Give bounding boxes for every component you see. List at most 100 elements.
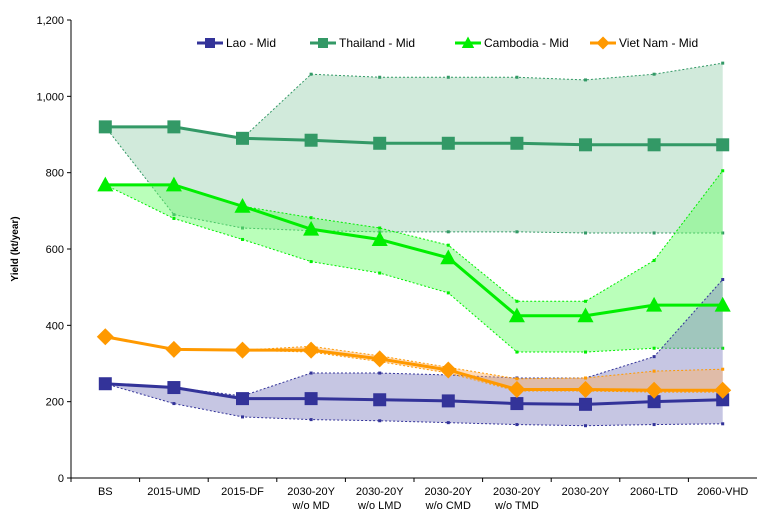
range-low-point <box>172 402 176 406</box>
range-low-point <box>652 231 656 235</box>
legend-item: Viet Nam - Mid <box>590 36 698 50</box>
range-low-point <box>309 260 313 264</box>
series-point <box>441 394 455 408</box>
range-high-point <box>446 75 450 79</box>
range-low-line <box>105 184 723 353</box>
legend-marker <box>318 38 328 48</box>
range-low-point <box>446 230 450 234</box>
series-point <box>510 397 524 411</box>
x-tick-label-line: 2060-VHD <box>697 486 748 498</box>
y-tick-label: 0 <box>58 473 64 485</box>
series-point <box>510 136 524 150</box>
legend-marker <box>205 38 215 48</box>
series-point <box>371 231 388 246</box>
range-low-point <box>241 415 244 419</box>
range-high-point <box>515 75 519 79</box>
legend-label: Cambodia - Mid <box>484 36 569 50</box>
range-high-point <box>309 371 313 375</box>
x-tick-label-line: 2060-LTD <box>630 486 678 498</box>
range-low-line <box>104 126 723 234</box>
series-line <box>105 125 723 147</box>
range-band <box>105 63 723 233</box>
series-point <box>441 136 455 150</box>
series-point <box>439 361 457 379</box>
range-high-point <box>378 75 382 79</box>
range-high-point <box>721 367 725 371</box>
range-low-point <box>721 346 725 350</box>
x-tick-label-line: 2030-20Y <box>424 486 472 498</box>
x-tick-label: 2030-20Y w/o LMD <box>356 486 404 512</box>
x-tick-label-line: 2015-DF <box>221 486 264 498</box>
range-low-point <box>652 423 656 427</box>
range-high-point <box>721 61 725 65</box>
range-high-point <box>652 355 656 359</box>
series-line <box>105 382 723 406</box>
range-low-point <box>584 231 587 235</box>
range-low-point <box>721 422 725 426</box>
series-point <box>304 133 318 147</box>
series-point <box>440 249 457 265</box>
legend-item: Cambodia - Mid <box>455 36 569 50</box>
series-point <box>236 392 249 406</box>
series-point <box>645 381 663 399</box>
y-tick-label: 200 <box>46 397 64 409</box>
x-tick-label-line: 2030-20Y <box>493 486 541 498</box>
range-high-point <box>584 299 587 303</box>
series-point <box>508 380 526 398</box>
y-tick-label: 1,000 <box>36 91 64 103</box>
series-point <box>165 340 183 358</box>
x-tick-label: 2060-LTD <box>630 486 678 498</box>
range-low-point <box>721 231 725 235</box>
range-high-point <box>721 278 725 282</box>
series-point <box>236 131 249 145</box>
series-point <box>302 341 320 359</box>
series-point <box>579 397 592 411</box>
range-high-point <box>652 258 656 262</box>
series-point <box>508 307 525 323</box>
range-low-point <box>172 213 176 217</box>
range-high-point <box>378 371 382 375</box>
series-point <box>304 392 318 406</box>
x-tick-label: 2030-20Y w/o TMD <box>493 486 541 512</box>
x-tick-label: 2030-20Y w/o MD <box>287 486 335 512</box>
range-low-point <box>378 271 382 275</box>
range-low-point <box>584 350 587 354</box>
range-high-point <box>652 369 656 373</box>
series-point <box>303 220 320 236</box>
range-high-point <box>515 299 519 303</box>
series-point <box>165 176 182 192</box>
x-tick-label-line: 2015-UMD <box>147 486 200 498</box>
range-high-point <box>309 216 313 220</box>
range-low-point <box>584 424 587 428</box>
x-tick-label-line: w/o MD <box>291 500 329 512</box>
series-point <box>98 120 112 134</box>
range-low-point <box>652 346 656 350</box>
series-point <box>577 307 594 323</box>
range-high-point <box>652 72 656 76</box>
series-point <box>98 377 112 391</box>
legend-item: Thailand - Mid <box>310 36 415 50</box>
legend-label: Lao - Mid <box>226 36 276 50</box>
x-tick-label-line: w/o CMD <box>425 500 471 512</box>
x-tick-label-line: w/o TMD <box>494 500 539 512</box>
x-tick-label-line: 2030-20Y <box>562 486 610 498</box>
range-high-line <box>105 279 724 397</box>
series-point <box>373 136 387 150</box>
range-low-point <box>309 418 313 422</box>
range-low-point <box>446 421 450 425</box>
x-tick-label-line: 2030-20Y <box>287 486 335 498</box>
series-point <box>373 393 387 407</box>
x-tick-label-line: BS <box>98 486 113 498</box>
x-tick-label: 2015-DF <box>221 486 264 498</box>
range-high-point <box>515 377 519 381</box>
range-low-point <box>172 216 176 220</box>
series-point <box>714 381 732 399</box>
series-point <box>96 328 114 346</box>
y-tick-label: 400 <box>46 320 64 332</box>
series-point <box>371 350 389 368</box>
x-tick-label: 2015-UMD <box>147 486 200 498</box>
x-tick-label: BS <box>98 486 113 498</box>
legend-marker <box>461 36 475 48</box>
legend-label: Viet Nam - Mid <box>619 36 698 50</box>
range-low-point <box>515 350 519 354</box>
